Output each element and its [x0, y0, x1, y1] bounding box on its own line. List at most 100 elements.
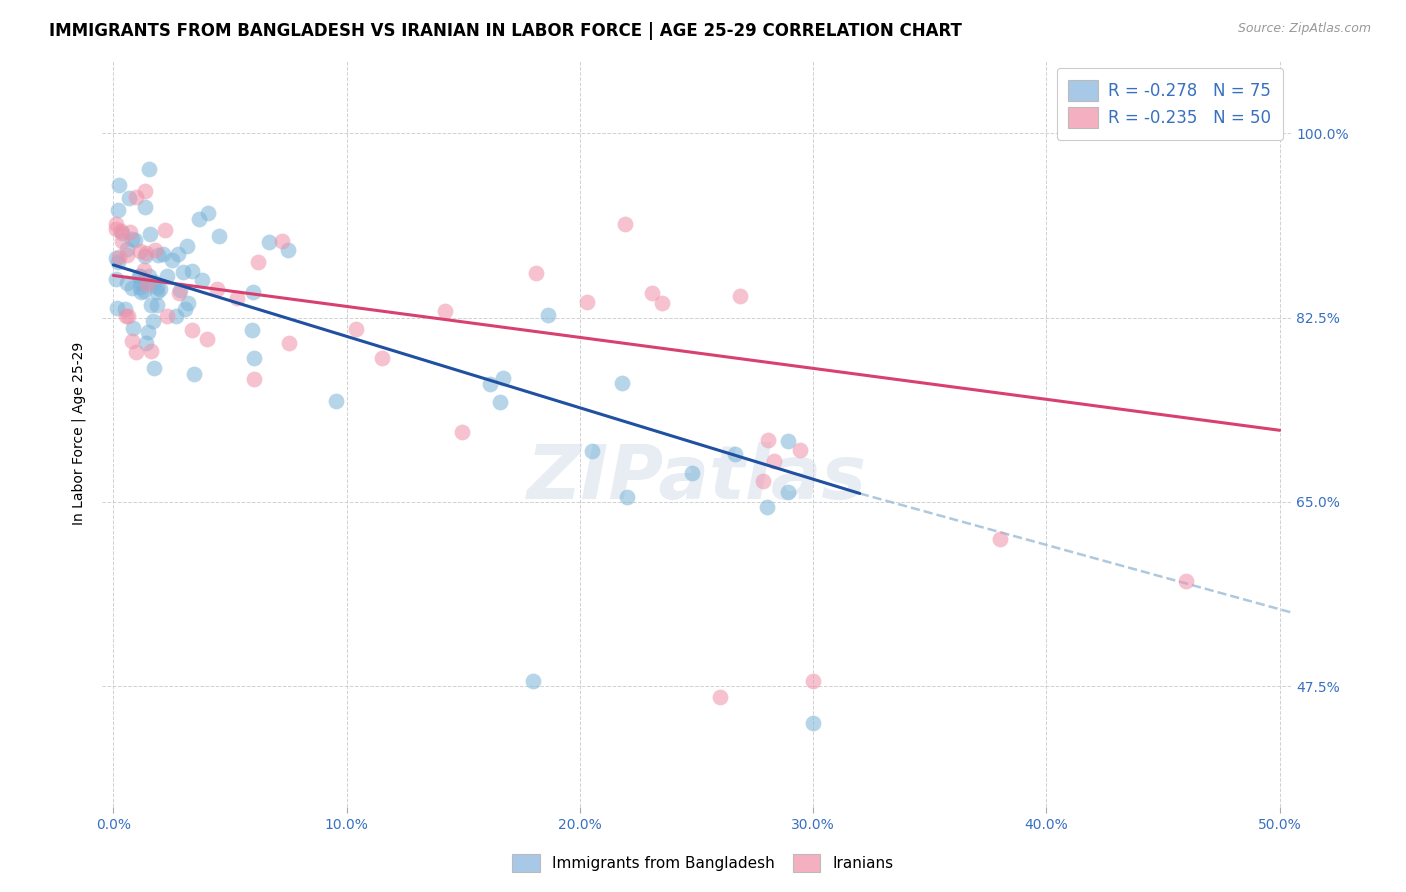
Point — [128, 269, 150, 284]
Point — [724, 447, 747, 461]
Point — [801, 716, 824, 731]
Point — [143, 243, 166, 257]
Point — [138, 161, 160, 176]
Point — [181, 264, 204, 278]
Point — [169, 283, 191, 297]
Point — [104, 272, 127, 286]
Point — [537, 308, 560, 322]
Point — [111, 226, 134, 240]
Point — [160, 252, 183, 267]
Point — [180, 323, 202, 337]
Point — [121, 334, 143, 348]
Point — [142, 275, 165, 289]
Point — [104, 222, 127, 236]
Point — [153, 222, 176, 236]
Point — [145, 280, 167, 294]
Point — [141, 297, 163, 311]
Point — [142, 314, 165, 328]
Point — [141, 344, 163, 359]
Point — [118, 226, 141, 240]
Point — [156, 309, 179, 323]
Point — [135, 246, 157, 260]
Point — [104, 217, 127, 231]
Point — [278, 336, 301, 351]
Point — [129, 280, 152, 294]
Point — [131, 285, 153, 299]
Point — [138, 325, 160, 339]
Point — [115, 243, 138, 257]
Point — [1175, 574, 1198, 588]
Point — [478, 376, 501, 391]
Point — [789, 443, 811, 458]
Point — [614, 217, 637, 231]
Point — [801, 673, 824, 688]
Point — [225, 291, 247, 305]
Point — [121, 232, 143, 246]
Point — [172, 265, 194, 279]
Point — [156, 269, 179, 284]
Point — [576, 294, 599, 309]
Point — [110, 224, 132, 238]
Point — [246, 254, 269, 268]
Point — [107, 202, 129, 217]
Point — [271, 234, 294, 248]
Text: Source: ZipAtlas.com: Source: ZipAtlas.com — [1237, 22, 1371, 36]
Point — [145, 285, 167, 299]
Point — [988, 532, 1011, 546]
Point — [728, 289, 751, 303]
Point — [122, 320, 145, 334]
Legend: R = -0.278   N = 75, R = -0.235   N = 50: R = -0.278 N = 75, R = -0.235 N = 50 — [1057, 68, 1284, 140]
Point — [117, 309, 139, 323]
Point — [142, 360, 165, 375]
Point — [124, 190, 146, 204]
Point — [107, 254, 129, 268]
Point — [581, 444, 603, 458]
Point — [117, 248, 139, 262]
Point — [240, 323, 263, 337]
Point — [492, 371, 515, 385]
Point — [132, 263, 155, 277]
Point — [651, 295, 673, 310]
Point — [778, 434, 800, 449]
Point — [107, 250, 129, 264]
Point — [129, 244, 152, 259]
Point — [134, 249, 156, 263]
Point — [242, 285, 264, 299]
Point — [134, 185, 156, 199]
Point — [778, 484, 800, 499]
Point — [370, 351, 392, 365]
Point — [149, 282, 172, 296]
Y-axis label: In Labor Force | Age 25-29: In Labor Force | Age 25-29 — [72, 342, 86, 525]
Text: ZIPatlas: ZIPatlas — [526, 442, 866, 515]
Point — [117, 191, 139, 205]
Point — [129, 268, 152, 283]
Point — [165, 309, 187, 323]
Point — [105, 301, 128, 316]
Point — [763, 453, 786, 467]
Point — [344, 321, 367, 335]
Legend: Immigrants from Bangladesh, Iranians: Immigrants from Bangladesh, Iranians — [505, 846, 901, 880]
Point — [205, 281, 228, 295]
Point — [125, 345, 148, 359]
Point — [522, 673, 544, 688]
Point — [242, 351, 264, 365]
Point — [183, 367, 205, 381]
Point — [195, 332, 218, 346]
Point — [136, 275, 159, 289]
Point — [104, 251, 127, 265]
Point — [152, 247, 174, 261]
Point — [756, 433, 779, 447]
Point — [616, 490, 638, 504]
Point — [197, 206, 219, 220]
Text: IMMIGRANTS FROM BANGLADESH VS IRANIAN IN LABOR FORCE | AGE 25-29 CORRELATION CHA: IMMIGRANTS FROM BANGLADESH VS IRANIAN IN… — [49, 22, 962, 40]
Point — [148, 248, 170, 262]
Point — [108, 178, 131, 193]
Point — [681, 466, 703, 480]
Point — [145, 298, 167, 312]
Point — [114, 302, 136, 317]
Point — [187, 211, 209, 226]
Point — [709, 690, 731, 704]
Point — [138, 269, 160, 284]
Point — [641, 285, 664, 300]
Point — [135, 277, 157, 292]
